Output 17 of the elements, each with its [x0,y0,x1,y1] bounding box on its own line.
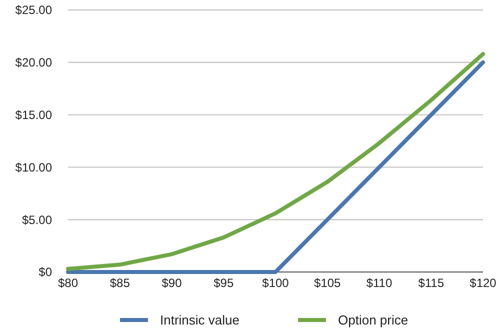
legend-label: Intrinsic value [160,312,240,328]
x-tick-label: $115 [418,276,444,290]
y-tick-label: $20.00 [15,56,52,70]
y-tick-label: $0 [38,265,52,280]
x-tick-label: $95 [214,276,234,290]
y-tick-label: $25.00 [15,3,52,18]
x-tick-label: $80 [58,276,78,290]
x-tick-label: $90 [162,276,182,290]
y-tick-label: $15.00 [15,108,52,122]
y-tick-label: $10.00 [15,160,52,174]
x-tick-label: $120 [470,276,497,290]
x-tick-label: $85 [110,276,130,290]
y-tick-label: $5.00 [22,212,52,227]
x-tick-label: $100 [262,276,290,290]
x-tick-label: $110 [366,276,392,290]
x-tick-label: $105 [314,276,342,290]
legend-label: Option price [338,312,408,328]
